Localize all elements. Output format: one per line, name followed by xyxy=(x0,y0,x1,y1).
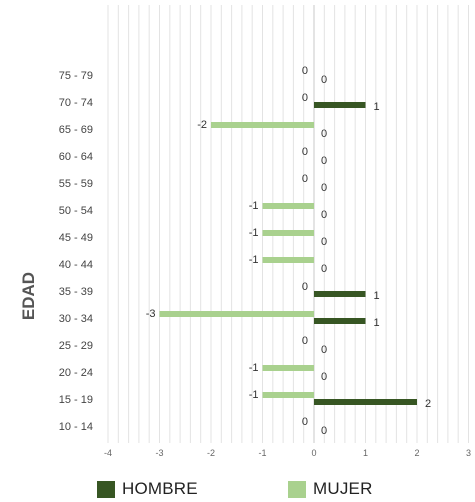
y-category-label: 45 - 49 xyxy=(59,232,93,244)
data-label-mujer: -1 xyxy=(249,362,259,374)
data-label-mujer: -1 xyxy=(249,389,259,401)
data-label-hombre: 0 xyxy=(321,236,327,248)
y-axis-title: EDAD xyxy=(19,272,38,320)
data-labels: 0 0 0 1 -2 0 0 0 0 0 -1 0 -1 0 -1 0 0 1 -3 1 0 0 -1 0 -1 2 0 0 xyxy=(146,65,431,437)
bar-mujer xyxy=(262,230,314,236)
x-tick-label: 1 xyxy=(363,448,368,458)
bar-hombre xyxy=(314,102,366,108)
data-label-mujer: 0 xyxy=(302,146,308,158)
data-label-hombre: 0 xyxy=(321,371,327,383)
data-label-hombre: 0 xyxy=(321,128,327,140)
legend-item-hombre: HOMBRE xyxy=(97,478,198,500)
data-label-mujer: 0 xyxy=(302,335,308,347)
y-category-label: 75 - 79 xyxy=(59,70,93,82)
legend-swatch-mujer xyxy=(288,480,306,498)
y-category-labels: 75 - 79 70 - 74 65 - 69 60 - 64 55 - 59 50 - … xyxy=(59,70,93,433)
y-category-label: 55 - 59 xyxy=(59,178,93,190)
data-label-hombre: 1 xyxy=(374,317,380,329)
data-label-hombre: 0 xyxy=(321,344,327,356)
data-label-mujer: 0 xyxy=(302,416,308,428)
bar-mujer xyxy=(159,311,314,317)
data-label-mujer: -2 xyxy=(197,119,207,131)
data-label-mujer: 0 xyxy=(302,65,308,77)
y-category-label: 40 - 44 xyxy=(59,259,93,271)
x-tick-label: 2 xyxy=(414,448,419,458)
data-label-hombre: 0 xyxy=(321,74,327,86)
x-tick-label: 3 xyxy=(466,448,471,458)
y-category-label: 65 - 69 xyxy=(59,124,93,136)
legend-label-mujer: MUJER xyxy=(313,479,373,498)
y-category-label: 10 - 14 xyxy=(59,421,93,433)
x-tick-label: -2 xyxy=(207,448,215,458)
y-category-label: 20 - 24 xyxy=(59,367,93,379)
bar-mujer xyxy=(211,122,314,128)
y-category-label: 50 - 54 xyxy=(59,205,93,217)
x-tick-label: -4 xyxy=(104,448,112,458)
bars xyxy=(159,102,417,405)
x-tick-label: 0 xyxy=(311,448,316,458)
legend-swatch-hombre xyxy=(97,480,115,498)
y-category-label: 35 - 39 xyxy=(59,286,93,298)
bar-hombre xyxy=(314,318,366,324)
y-category-label: 60 - 64 xyxy=(59,151,93,163)
data-label-hombre: 0 xyxy=(321,263,327,275)
bar-mujer xyxy=(262,392,314,398)
data-label-mujer: -1 xyxy=(249,227,259,239)
bar-mujer xyxy=(262,365,314,371)
bar-mujer xyxy=(262,257,314,263)
bar-hombre xyxy=(314,399,417,405)
data-label-hombre: 0 xyxy=(321,425,327,437)
data-label-mujer: 0 xyxy=(302,173,308,185)
data-label-hombre: 0 xyxy=(321,155,327,167)
data-label-mujer: -1 xyxy=(249,254,259,266)
data-label-mujer: -3 xyxy=(146,308,156,320)
data-label-hombre: 0 xyxy=(321,182,327,194)
y-category-label: 15 - 19 xyxy=(59,394,93,406)
data-label-hombre: 1 xyxy=(374,290,380,302)
x-tick-label: -3 xyxy=(155,448,163,458)
y-category-label: 70 - 74 xyxy=(59,97,93,109)
data-label-hombre: 1 xyxy=(374,101,380,113)
x-tick-labels: -4 -3 -2 -1 0 1 2 3 xyxy=(104,448,471,458)
y-category-label: 25 - 29 xyxy=(59,340,93,352)
data-label-mujer: -1 xyxy=(249,200,259,212)
grid-lines xyxy=(107,5,469,443)
chart-svg: -4 -3 -2 -1 0 1 2 3 75 - 79 70 - 74 65 - 69 60 - 6… xyxy=(19,5,471,458)
data-label-hombre: 2 xyxy=(425,398,431,410)
data-label-mujer: 0 xyxy=(302,92,308,104)
data-label-hombre: 0 xyxy=(321,209,327,221)
legend-label-hombre: HOMBRE xyxy=(122,479,198,498)
data-label-mujer: 0 xyxy=(302,281,308,293)
legend-item-mujer: MUJER xyxy=(288,478,373,500)
y-category-label: 30 - 34 xyxy=(59,313,93,325)
bar-hombre xyxy=(314,291,366,297)
bar-mujer xyxy=(262,203,314,209)
x-tick-label: -1 xyxy=(258,448,266,458)
